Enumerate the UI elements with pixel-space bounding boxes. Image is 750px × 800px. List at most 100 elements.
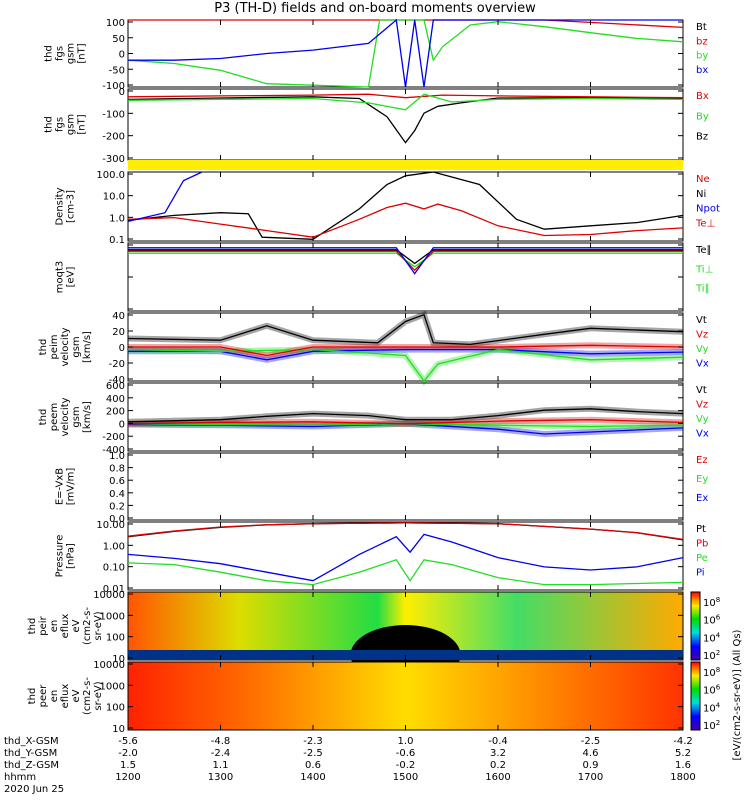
y-tick-label: 0 [119,50,125,61]
series-line-Vx [127,423,684,435]
legend-Pb: Pb [696,539,708,550]
colorbar-tick: 102 [703,719,720,732]
footer-value: 4.6 [583,748,599,759]
series-line-Ti⊥ [128,252,683,268]
series-line-Vx [128,348,684,361]
spectrogram [128,662,683,730]
series-line-Bx [127,93,684,99]
y-axis-label: peer [38,684,49,708]
y-tick-label: 0.4 [109,489,125,500]
y-axis-label: [nT] [77,43,88,63]
y-tick-label: -400 [102,445,125,456]
panel-8: 10.00 1.00 0.10 0.01 Pressure [nPa] Pt Pb Pe Pi [55,520,709,595]
y-tick-label: 100 [106,633,125,644]
footer-row-label: thd_Z-GSM [4,760,59,771]
chart-title: P3 (TH-D) fields and on-board moments ov… [214,1,536,16]
y-tick-label: 100 [106,18,125,29]
footer-value: 3.2 [490,748,506,759]
y-tick-label: -200 [102,132,125,143]
footer-value: 1300 [208,772,233,783]
legend-Vz: Vz [696,330,708,341]
legend-Ex: Ex [696,493,708,504]
y-tick-label: 600 [106,381,125,392]
y-tick-label: 0 [119,343,125,354]
y-tick-label: -40 [109,375,125,386]
y-axis-label: [eV] [66,267,77,288]
y-axis-label: en [49,690,60,703]
footer-row-label: thd_X-GSM [4,736,59,747]
y-tick-label: 0.01 [103,584,125,595]
series-line-Npot [127,171,203,223]
y-axis-label: thd [44,45,55,62]
y-tick-label: 0.8 [109,464,125,475]
y-tick-label: 100.0 [96,170,125,181]
y-tick-label: 10.0 [103,192,125,203]
footer-value: 1200 [115,772,140,783]
y-axis-label: Pressure [55,535,66,578]
footer-value: 0.9 [583,760,599,771]
panel-frame [127,171,684,242]
y-axis-label: (cm2-s- [82,607,93,645]
series-line-Pi [127,533,684,582]
panel-7: 1.0 0.80.6 0.40.2 0.0 E=-VxB [mV/m] Ez Ey Ex [55,451,709,525]
y-tick-label: 50 [112,34,125,45]
colorbar-tick: 104 [703,701,721,714]
y-axis-label: peir [38,615,49,635]
footer-value: -2.3 [303,736,323,747]
y-tick-label: 400 [106,394,125,405]
y-tick-label: 40 [112,311,125,322]
legend-by: by [696,51,708,62]
colorbar-tick: 106 [703,684,721,697]
legend-Vz: Vz [696,400,708,411]
y-axis-label: sr-eV) [93,681,104,710]
legend-Pi: Pi [696,568,705,579]
y-axis-label: E=-VxB [55,468,66,505]
y-axis-label: peem [49,403,60,431]
series-line-Pe [127,559,684,586]
y-axis-label: fgs [55,117,66,132]
footer-value: 0.2 [490,760,506,771]
legend-Pe: Pe [696,553,708,564]
y-axis-label: velocity [60,397,71,436]
footer-value: 0.6 [305,760,321,771]
colorbar: 108 106 104 102 [690,661,721,732]
series-line-Vt [127,408,684,423]
y-tick-label: 10000 [93,590,125,601]
panel-frame [127,452,684,521]
y-axis-label: peim [49,334,60,359]
legend-Bz: Bz [696,132,708,143]
footer-value: 1500 [393,772,418,783]
legend-Te∥: Te∥ [695,245,712,256]
y-axis-label: [km/s] [82,331,93,363]
y-tick-label: -100 [102,109,125,120]
colorbar-tick: 102 [703,649,720,662]
y-axis-label: eflux [60,614,71,639]
legend-Te⊥: Te⊥ [695,218,715,229]
y-axis-label: thd [38,339,49,356]
colorbar-label: [eV/(cm2-s-sr-eV)] (All Qs) [732,629,743,760]
panel-1: 0 -100 -200 -300 thd fgs gsm [nT] Bx By Bz [44,87,709,165]
y-tick-label: 1000 [100,681,125,692]
panel-9: 108 106 104 102 10000 1000 100 10 thd peir en eflux… [27,590,721,685]
panel-10: 108 106 104 102 10000 1000 100 10 thd peer en eflux… [27,660,721,735]
y-axis-label: gsm [71,336,82,357]
legend-Bx: Bx [696,91,709,102]
colorbar-tick: 108 [703,666,720,679]
series-line-Te⊥ [128,250,683,272]
colorbar-tick: 104 [703,631,721,644]
y-tick-label: 0 [119,419,125,430]
y-axis-label: [km/s] [82,401,93,433]
series-line-bz [128,19,684,29]
y-axis-label: thd [38,409,49,426]
yellow-bar [128,160,683,170]
legend-Vt: Vt [696,315,707,326]
colorbar-tick: 106 [703,614,721,627]
y-axis-label: (cm2-s- [82,677,93,715]
y-tick-label: 200 [106,407,125,418]
footer-value: -4.8 [211,736,231,747]
y-tick-label: -300 [102,154,125,165]
legend-Vt: Vt [696,385,707,396]
series-line-Vz [127,419,684,425]
